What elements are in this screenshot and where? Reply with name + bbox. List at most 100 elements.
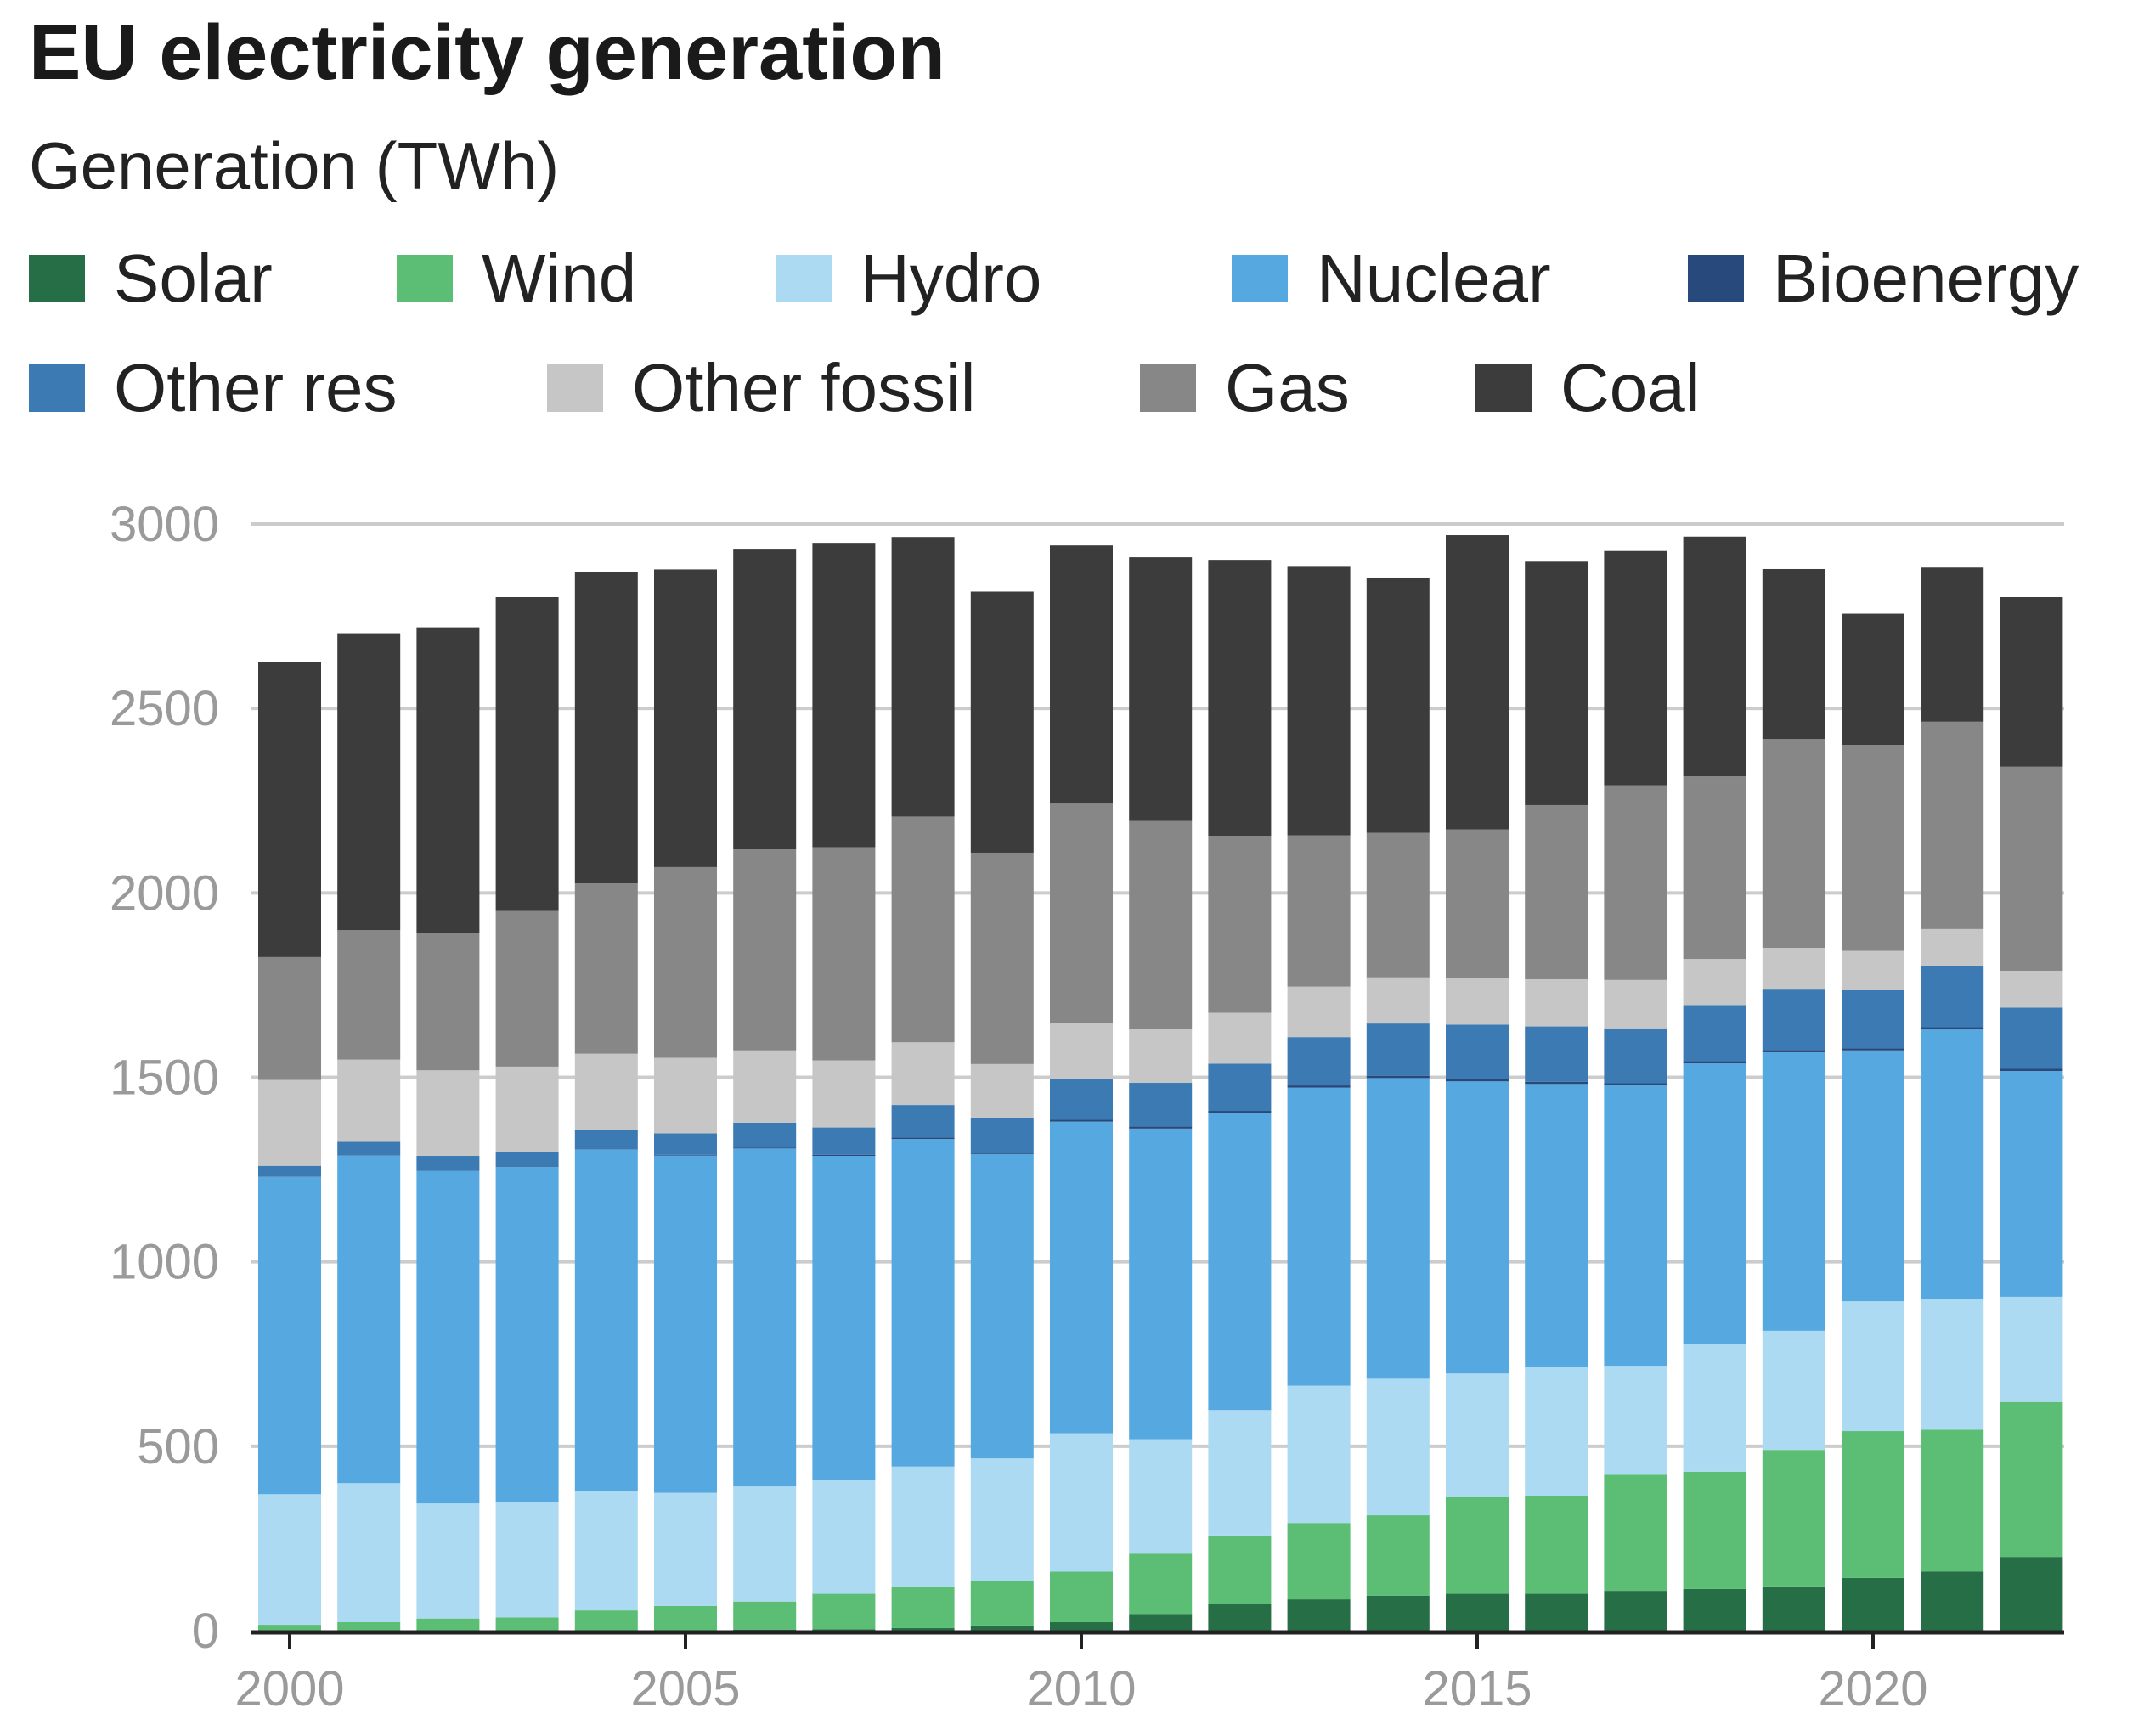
legend-swatch-wind	[397, 255, 453, 302]
bar-other_fossil-2012	[1208, 1012, 1272, 1064]
bar-wind-2007	[812, 1593, 876, 1630]
bar-gas-2002	[416, 933, 480, 1071]
bar-coal-2021	[1921, 567, 1984, 722]
bar-bioenergy-2021	[1921, 1027, 1984, 1030]
bar-gas-2022	[2000, 766, 2063, 971]
bar-hydro-2011	[1129, 1439, 1193, 1554]
bar-coal-2015	[1446, 535, 1509, 830]
bar-other_fossil-2005	[654, 1057, 717, 1134]
bar-gas-2000	[258, 956, 321, 1080]
chart-title: EU electricity generation	[29, 9, 945, 96]
bar-bioenergy-2011	[1129, 1126, 1193, 1129]
bar-hydro-2015	[1446, 1373, 1509, 1497]
bar-bioenergy-2014	[1366, 1075, 1430, 1079]
bar-wind-2018	[1683, 1471, 1746, 1589]
x-tick-label: 2000	[234, 1661, 344, 1716]
bar-solar-2015	[1446, 1593, 1509, 1631]
legend-label-other-res: Other res	[114, 350, 398, 426]
bar-other_fossil-2022	[2000, 970, 2063, 1008]
x-tick-label: 2020	[1818, 1661, 1927, 1716]
y-tick-label: 3000	[110, 497, 219, 552]
bar-solar-2007	[812, 1629, 876, 1631]
bar-hydro-2022	[2000, 1296, 2063, 1402]
legend-swatch-other-fossil	[547, 364, 603, 412]
bar-wind-2003	[495, 1617, 559, 1631]
bar-wind-2009	[970, 1581, 1034, 1626]
x-tick-label: 2010	[1026, 1661, 1136, 1716]
bar-nuclear-2018	[1683, 1062, 1746, 1344]
bar-bioenergy-2020	[1842, 1048, 1904, 1051]
bar-nuclear-2015	[1446, 1081, 1509, 1374]
bar-coal-2012	[1208, 560, 1272, 837]
bar-hydro-2010	[1050, 1433, 1113, 1572]
bar-bioenergy-2022	[2000, 1068, 2063, 1072]
bar-other_res-2022	[2000, 1007, 2063, 1069]
bar-nuclear-2001	[337, 1155, 401, 1484]
bar-gas-2019	[1762, 739, 1825, 949]
bar-nuclear-2011	[1129, 1128, 1193, 1440]
bar-bioenergy-2015	[1446, 1079, 1509, 1082]
bar-coal-2020	[1842, 613, 1904, 746]
bar-wind-2014	[1366, 1515, 1430, 1596]
bar-other_res-2002	[416, 1156, 480, 1170]
bar-bioenergy-2008	[891, 1137, 955, 1140]
legend-swatch-nuclear	[1232, 255, 1288, 302]
bar-hydro-2020	[1842, 1301, 1904, 1432]
bar-solar-2008	[891, 1627, 955, 1631]
bar-nuclear-2021	[1921, 1029, 1984, 1299]
bar-nuclear-2012	[1208, 1113, 1272, 1411]
bar-hydro-2003	[495, 1502, 559, 1618]
bar-coal-2019	[1762, 568, 1825, 740]
bar-wind-2016	[1525, 1496, 1588, 1594]
bar-gas-2021	[1921, 721, 1984, 929]
legend-label-gas: Gas	[1225, 350, 1350, 426]
bar-nuclear-2014	[1366, 1078, 1430, 1379]
bar-other_fossil-2019	[1762, 948, 1825, 990]
bar-coal-2017	[1604, 550, 1667, 786]
bar-other_fossil-2004	[574, 1053, 638, 1130]
bar-coal-2000	[258, 662, 321, 957]
bar-solar-2020	[1842, 1577, 1904, 1631]
bar-other_fossil-2018	[1683, 959, 1746, 1006]
bar-solar-2010	[1050, 1622, 1113, 1631]
bar-nuclear-2006	[733, 1148, 797, 1487]
y-tick-label: 1500	[110, 1051, 219, 1106]
bar-hydro-2016	[1525, 1367, 1588, 1496]
bar-gas-2007	[812, 847, 876, 1061]
bar-nuclear-2013	[1287, 1087, 1351, 1386]
stacked-bar-chart: 0 500 1000 1500 2000 2500 3000 2000 2005 2010 2015…	[110, 497, 2064, 1716]
bar-wind-2008	[891, 1586, 955, 1628]
bar-gas-2008	[891, 816, 955, 1043]
bar-hydro-2005	[654, 1492, 717, 1606]
bar-wind-2019	[1762, 1450, 1825, 1587]
bar-wind-2001	[337, 1622, 401, 1631]
bar-gas-2006	[733, 849, 797, 1051]
bar-nuclear-2009	[970, 1153, 1034, 1459]
bar-wind-2002	[416, 1618, 480, 1631]
bar-other_fossil-2003	[495, 1066, 559, 1152]
bar-coal-2016	[1525, 561, 1588, 805]
bar-bioenergy-2005	[654, 1154, 717, 1156]
bar-wind-2015	[1446, 1496, 1509, 1594]
bar-other_fossil-2001	[337, 1059, 401, 1142]
bar-hydro-2000	[258, 1494, 321, 1626]
bar-other_res-2014	[1366, 1023, 1430, 1076]
bar-hydro-2012	[1208, 1410, 1272, 1536]
bar-hydro-2009	[970, 1458, 1034, 1581]
y-tick-label: 1000	[110, 1235, 219, 1290]
legend-swatch-bioenergy	[1688, 255, 1744, 302]
legend-label-bioenergy: Bioenergy	[1773, 240, 2079, 316]
bar-coal-2018	[1683, 536, 1746, 777]
bar-nuclear-2005	[654, 1155, 717, 1493]
bar-coal-2002	[416, 627, 480, 933]
bar-other_res-2018	[1683, 1005, 1746, 1062]
bar-wind-2011	[1129, 1553, 1193, 1615]
bar-other_fossil-2020	[1842, 950, 1904, 990]
legend-label-other-fossil: Other fossil	[632, 350, 976, 426]
bar-nuclear-2003	[495, 1167, 559, 1502]
legend-item-wind: Wind	[397, 240, 636, 317]
bar-hydro-2018	[1683, 1344, 1746, 1472]
bar-coal-2010	[1050, 545, 1113, 804]
bar-coal-2004	[574, 572, 638, 884]
bar-other_fossil-2010	[1050, 1023, 1113, 1079]
